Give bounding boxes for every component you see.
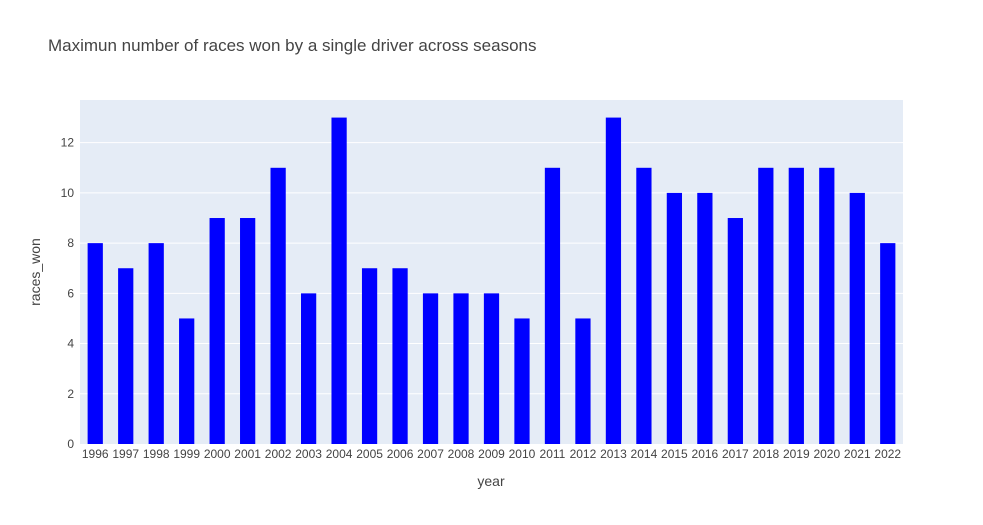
x-tick-label: 2014 — [631, 447, 658, 461]
bar-2015[interactable] — [666, 192, 683, 444]
bar-2010[interactable] — [514, 318, 530, 444]
x-tick-label: 1999 — [173, 447, 200, 461]
x-tick-label: 2009 — [478, 447, 505, 461]
bar-1999[interactable] — [179, 318, 195, 444]
x-tick-label: 2007 — [417, 447, 444, 461]
bar-2002[interactable] — [270, 167, 286, 444]
bar-2004[interactable] — [331, 117, 347, 444]
bar-2012[interactable] — [575, 318, 591, 444]
x-tick-label: 1997 — [112, 447, 139, 461]
bar-1998[interactable] — [148, 243, 164, 444]
x-tick-label: 2002 — [265, 447, 292, 461]
bar-2007[interactable] — [422, 293, 439, 444]
bar-2000[interactable] — [209, 218, 225, 444]
bar-2014[interactable] — [636, 167, 652, 444]
y-tick-label: 0 — [67, 437, 74, 451]
x-tick-label: 2012 — [570, 447, 597, 461]
bar-2006[interactable] — [392, 268, 408, 444]
bar-2016[interactable] — [697, 192, 713, 444]
x-axis-ticks: 1996 1997 1998 1999 2000 2001 2002 2003 2004 2005… — [82, 447, 902, 461]
x-tick-label: 2017 — [722, 447, 749, 461]
y-tick-label: 6 — [67, 286, 74, 300]
x-tick-label: 2015 — [661, 447, 688, 461]
bar-2019[interactable] — [788, 167, 804, 444]
bar-2009[interactable] — [483, 293, 500, 444]
bar-2013[interactable] — [605, 117, 622, 444]
bar-2003[interactable] — [300, 293, 317, 444]
bar-1996[interactable] — [87, 243, 103, 444]
y-axis-title: races_won — [27, 238, 43, 306]
bar-2018[interactable] — [758, 167, 774, 444]
x-tick-label: 2022 — [874, 447, 901, 461]
bars — [87, 117, 896, 444]
bar-2005[interactable] — [361, 268, 378, 444]
x-tick-label: 2019 — [783, 447, 810, 461]
x-axis-title: year — [477, 473, 505, 489]
x-tick-label: 2021 — [844, 447, 871, 461]
x-tick-label: 2008 — [448, 447, 475, 461]
x-tick-label: 2000 — [204, 447, 231, 461]
x-tick-label: 2018 — [752, 447, 779, 461]
x-tick-label: 2016 — [692, 447, 719, 461]
x-tick-label: 2010 — [509, 447, 536, 461]
bar-2020[interactable] — [819, 167, 835, 444]
y-tick-label: 12 — [61, 136, 75, 150]
bar-2017[interactable] — [727, 218, 743, 444]
x-tick-label: 2006 — [387, 447, 414, 461]
x-tick-label: 2001 — [234, 447, 261, 461]
bar-2021[interactable] — [849, 192, 865, 444]
y-tick-label: 10 — [61, 186, 75, 200]
x-tick-label: 2005 — [356, 447, 383, 461]
x-tick-label: 1996 — [82, 447, 109, 461]
x-tick-label: 2013 — [600, 447, 627, 461]
y-tick-label: 4 — [67, 337, 74, 351]
y-tick-label: 2 — [67, 387, 74, 401]
x-tick-label: 2004 — [326, 447, 353, 461]
bar-1997[interactable] — [118, 268, 134, 444]
x-tick-label: 2003 — [295, 447, 322, 461]
bar-2008[interactable] — [453, 293, 469, 444]
y-axis-ticks: 0 2 4 6 8 10 12 — [61, 136, 75, 451]
chart-title: Maximun number of races won by a single … — [48, 36, 537, 55]
bar-2011[interactable] — [544, 167, 561, 444]
x-tick-label: 1998 — [143, 447, 170, 461]
bar-2022[interactable] — [880, 243, 896, 444]
bar-2001[interactable] — [240, 218, 256, 444]
x-tick-label: 2011 — [540, 447, 566, 461]
x-tick-label: 2020 — [813, 447, 840, 461]
y-tick-label: 8 — [67, 236, 74, 250]
